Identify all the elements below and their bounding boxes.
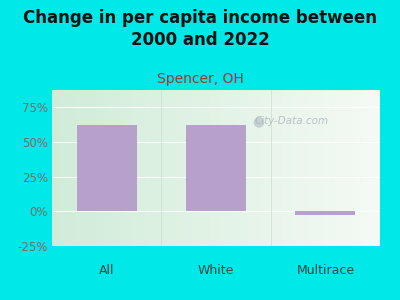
Text: White: White <box>198 263 234 277</box>
Bar <box>186 125 246 211</box>
Text: ●: ● <box>252 114 265 128</box>
Text: City-Data.com: City-Data.com <box>254 116 328 126</box>
Text: Change in per capita income between
2000 and 2022: Change in per capita income between 2000… <box>23 9 377 49</box>
Text: All: All <box>99 263 114 277</box>
Text: Multirace: Multirace <box>296 263 354 277</box>
Text: Spencer, OH: Spencer, OH <box>157 72 243 86</box>
Bar <box>77 125 137 211</box>
Bar <box>295 211 356 215</box>
